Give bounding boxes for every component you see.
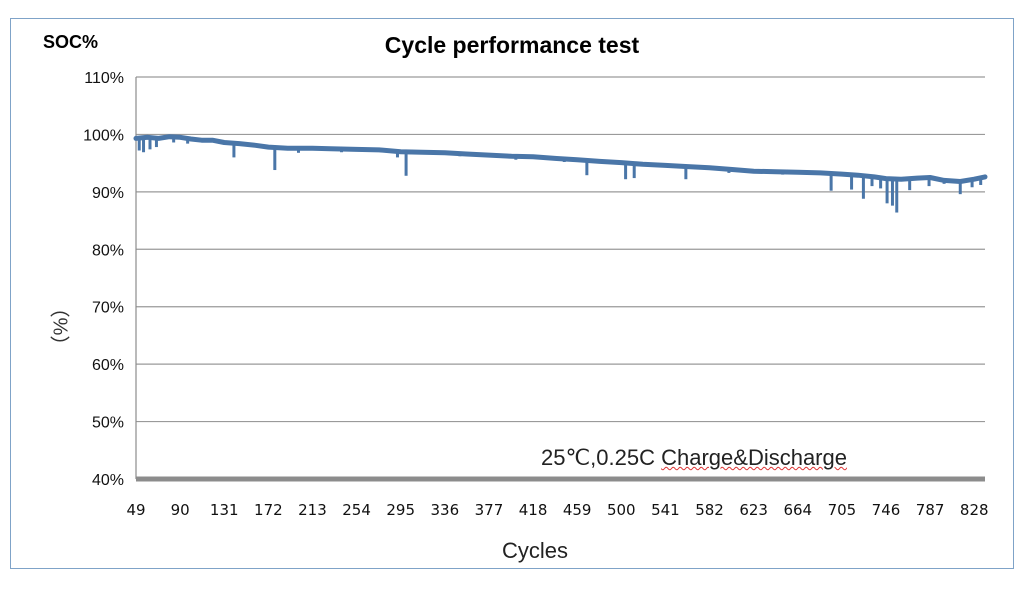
y-tick-label: 40% (92, 472, 124, 489)
x-tick-label: 459 (563, 501, 592, 519)
test-condition-annotation: 25℃,0.25C Charge&Discharge (541, 445, 847, 471)
x-tick-label: 90 (171, 501, 190, 519)
y-axis-title: SOC% (43, 32, 99, 52)
gridlines (135, 76, 985, 482)
y-tick-label: 90% (92, 185, 124, 202)
x-tick-label: 623 (739, 501, 768, 519)
chart-title: Cycle performance test (384, 32, 640, 58)
x-tick-label: 377 (475, 501, 504, 519)
x-tick-label: 418 (519, 501, 548, 519)
x-tick-labels: 49 90 131 172 213 254 295 336 377 418 459 500 541 582… (126, 501, 988, 519)
annotation-mode: Charge&Discharge (661, 445, 847, 470)
annotation-condition: 25℃,0.25C (541, 445, 662, 470)
y-tick-label: 110% (84, 70, 124, 87)
x-axis-title: Cycles (501, 538, 568, 563)
x-tick-label: 828 (960, 501, 989, 519)
y-tick-label: 50% (92, 415, 124, 432)
soc-series-line (133, 134, 988, 184)
x-tick-label: 541 (651, 501, 680, 519)
x-tick-label: 131 (210, 501, 239, 519)
x-tick-label: 746 (872, 501, 901, 519)
x-tick-label: 254 (342, 501, 371, 519)
x-tick-label: 49 (126, 501, 145, 519)
y-tick-label: 60% (92, 357, 124, 374)
x-tick-label: 705 (828, 501, 857, 519)
x-tick-label: 295 (386, 501, 415, 519)
y-tick-labels: 110% 100% 90% 80% 70% 60% 50% 40% (83, 70, 124, 489)
x-tick-label: 172 (254, 501, 283, 519)
y-tick-label: 70% (92, 300, 124, 317)
x-tick-label: 582 (695, 501, 724, 519)
y-tick-label: 80% (92, 242, 124, 259)
x-tick-label: 213 (298, 501, 327, 519)
y-tick-label: 100% (83, 127, 124, 144)
x-tick-label: 336 (431, 501, 460, 519)
x-tick-label: 787 (916, 501, 945, 519)
x-tick-label: 664 (783, 501, 812, 519)
x-tick-label: 500 (607, 501, 636, 519)
series-group (133, 134, 988, 213)
